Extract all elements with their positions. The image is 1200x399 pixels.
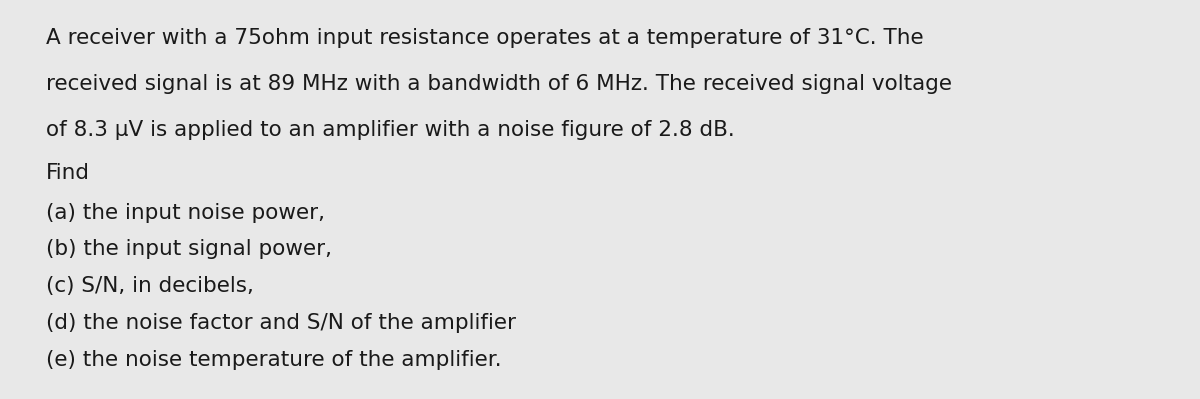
Text: (a) the input noise power,: (a) the input noise power, (46, 203, 324, 223)
Text: Find: Find (46, 163, 90, 183)
Text: (e) the noise temperature of the amplifier.: (e) the noise temperature of the amplifi… (46, 350, 502, 369)
Text: of 8.3 μV is applied to an amplifier with a noise figure of 2.8 dB.: of 8.3 μV is applied to an amplifier wit… (46, 120, 734, 140)
Text: (c) S/N, in decibels,: (c) S/N, in decibels, (46, 276, 253, 296)
Text: A receiver with a 75ohm input resistance operates at a temperature of 31°C. The: A receiver with a 75ohm input resistance… (46, 28, 923, 48)
Text: (b) the input signal power,: (b) the input signal power, (46, 239, 331, 259)
Text: received signal is at 89 MHz with a bandwidth of 6 MHz. The received signal volt: received signal is at 89 MHz with a band… (46, 74, 952, 94)
Text: (d) the noise factor and S/N of the amplifier: (d) the noise factor and S/N of the ampl… (46, 313, 516, 333)
